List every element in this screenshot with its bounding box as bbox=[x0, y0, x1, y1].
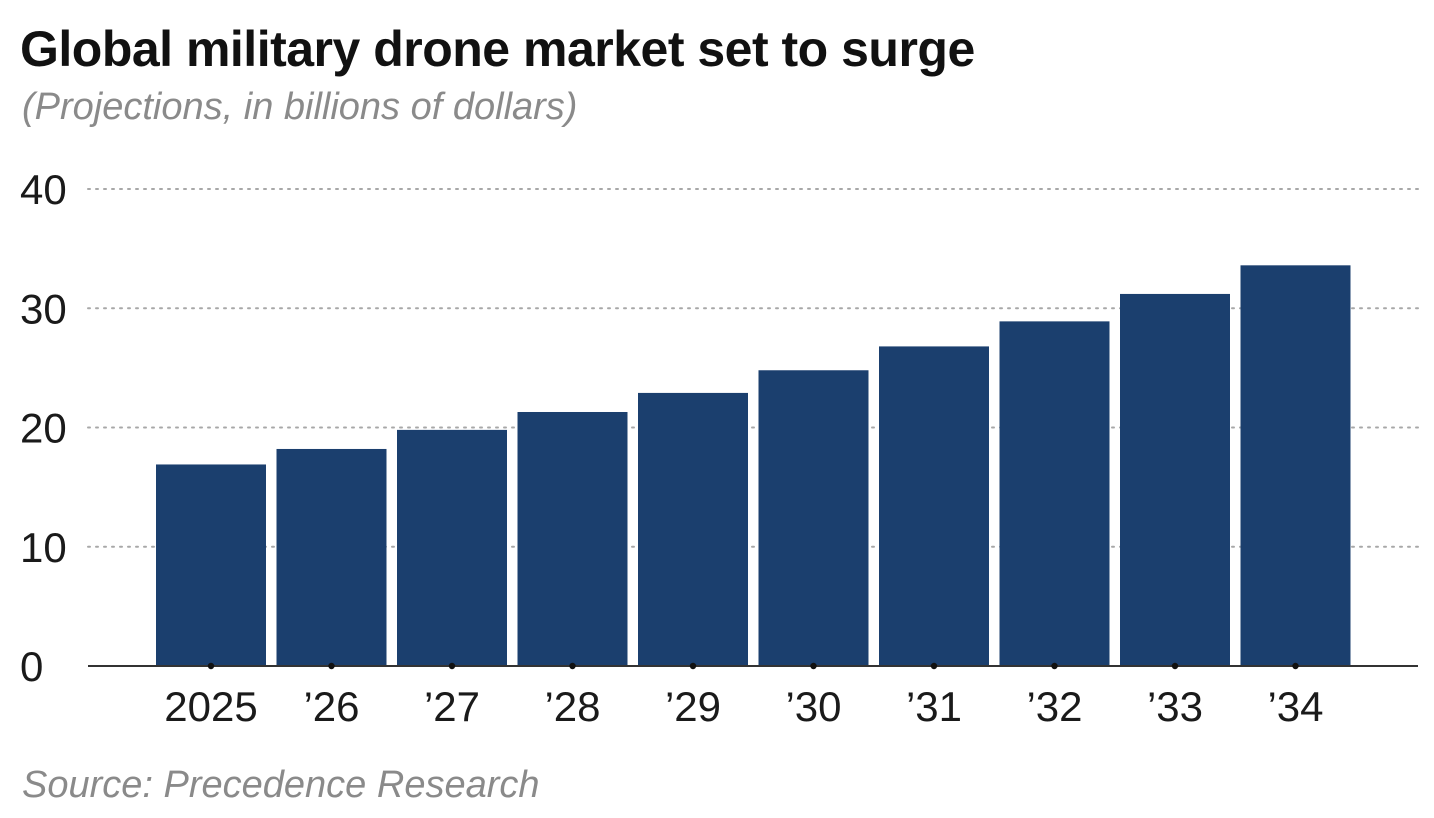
x-tick-mark bbox=[1171, 662, 1179, 670]
y-tick-label: 10 bbox=[20, 524, 67, 571]
x-tick-label: 2025 bbox=[164, 683, 257, 730]
y-tick-label: 20 bbox=[20, 405, 67, 452]
x-tick-label: ’26 bbox=[303, 683, 359, 730]
y-tick-label: 0 bbox=[20, 643, 43, 690]
x-axis bbox=[88, 662, 1418, 670]
chart-subtitle: (Projections, in billions of dollars) bbox=[22, 86, 578, 128]
bar-3 bbox=[517, 411, 628, 666]
bar-6 bbox=[879, 346, 989, 666]
x-tick-label: ’32 bbox=[1026, 683, 1082, 730]
x-tick-mark bbox=[1292, 662, 1299, 670]
bar-4 bbox=[638, 392, 748, 666]
bar-9 bbox=[1240, 265, 1351, 666]
x-tick-label: ’34 bbox=[1267, 683, 1323, 730]
y-tick-label: 40 bbox=[20, 166, 67, 213]
x-tick-label: ’33 bbox=[1147, 683, 1203, 730]
bar-5 bbox=[758, 370, 869, 666]
bar-2 bbox=[397, 429, 507, 666]
x-tick-label: ’30 bbox=[785, 683, 841, 730]
x-tick-label: ’31 bbox=[906, 683, 962, 730]
x-tick-mark bbox=[689, 662, 697, 670]
bars bbox=[156, 265, 1351, 666]
bar-8 bbox=[1120, 293, 1230, 666]
x-tick-mark bbox=[1051, 662, 1058, 670]
y-tick-label: 30 bbox=[20, 285, 67, 332]
x-tick-label: ’28 bbox=[544, 683, 600, 730]
bar-1 bbox=[276, 448, 387, 666]
bar-0 bbox=[156, 464, 266, 666]
x-axis-tick-labels: 2025 ’26 ’27 ’28 ’29 ’30 ’31 ’32 ’33 ’34 bbox=[164, 683, 1323, 730]
bar-7 bbox=[999, 321, 1110, 666]
x-tick-mark bbox=[930, 662, 938, 670]
gridlines bbox=[87, 188, 1419, 548]
chart-title: Global military drone market set to surg… bbox=[20, 21, 975, 77]
source-note: Source: Precedence Research bbox=[22, 764, 540, 806]
x-tick-mark bbox=[328, 662, 335, 670]
x-tick-mark bbox=[810, 662, 817, 670]
x-tick-label: ’27 bbox=[424, 683, 480, 730]
y-axis-tick-labels: 0 10 20 30 40 bbox=[20, 166, 67, 690]
x-tick-label: ’29 bbox=[665, 683, 721, 730]
x-tick-mark bbox=[448, 662, 456, 670]
x-tick-mark bbox=[207, 662, 215, 670]
x-tick-mark bbox=[569, 662, 576, 670]
